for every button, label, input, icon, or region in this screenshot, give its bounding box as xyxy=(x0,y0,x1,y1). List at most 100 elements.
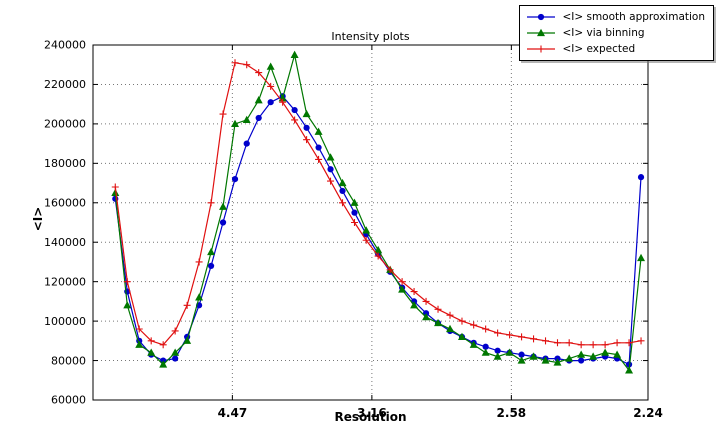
data-point xyxy=(147,348,156,356)
data-point xyxy=(207,199,215,207)
data-point xyxy=(374,252,382,260)
data-point xyxy=(577,341,585,349)
data-point xyxy=(195,293,204,301)
data-point xyxy=(172,355,179,362)
data-point xyxy=(577,350,586,358)
chart-title: Intensity plots xyxy=(331,30,410,43)
data-point xyxy=(529,352,538,360)
data-point xyxy=(578,357,585,364)
data-point xyxy=(339,187,346,195)
data-point xyxy=(637,337,645,345)
data-point xyxy=(231,119,240,127)
data-point xyxy=(171,327,179,335)
data-point xyxy=(243,140,250,147)
legend: <I> smooth approximation <I> via binning… xyxy=(519,5,714,61)
data-point xyxy=(494,329,502,337)
data-point xyxy=(219,110,227,118)
legend-marker-triangle-icon xyxy=(527,28,556,37)
series-line xyxy=(114,95,642,366)
data-point xyxy=(625,366,634,374)
data-point xyxy=(530,335,538,343)
data-point xyxy=(303,124,310,131)
data-point xyxy=(171,348,180,356)
data-point xyxy=(625,339,633,347)
y-tick-label: 160000 xyxy=(44,197,86,210)
data-point xyxy=(183,336,192,344)
legend-item: <I> smooth approximation xyxy=(525,9,705,25)
data-point xyxy=(135,325,143,333)
data-point xyxy=(242,115,251,124)
data-point xyxy=(111,183,119,191)
gridlines xyxy=(93,45,648,400)
data-point xyxy=(111,188,120,197)
y-tick-label: 100000 xyxy=(44,315,86,328)
data-point xyxy=(303,136,311,144)
data-point xyxy=(565,339,573,347)
data-point xyxy=(350,219,358,226)
data-point xyxy=(315,144,322,151)
data-point xyxy=(123,301,132,309)
data-point xyxy=(255,114,262,122)
data-point xyxy=(446,311,454,319)
data-point xyxy=(279,98,287,106)
x-tick-label: 4.47 xyxy=(218,406,248,420)
data-point xyxy=(159,341,167,349)
data-point xyxy=(255,69,263,77)
x-tick-label: 2.58 xyxy=(497,406,527,420)
data-point xyxy=(338,178,347,187)
data-point xyxy=(267,82,275,90)
legend-item: <I> via binning xyxy=(525,25,705,41)
data-point xyxy=(517,356,526,364)
data-point xyxy=(565,354,574,362)
y-tick-label: 120000 xyxy=(44,275,86,288)
data-point xyxy=(291,106,298,114)
data-point xyxy=(470,321,478,329)
data-point xyxy=(266,62,275,70)
legend-label: <I> via binning xyxy=(562,27,645,39)
data-point xyxy=(505,348,514,356)
data-point xyxy=(243,61,251,69)
data-point xyxy=(613,350,622,358)
data-point xyxy=(482,343,489,350)
data-point xyxy=(601,348,610,356)
series-line xyxy=(114,62,642,346)
x-tick-label: 2.24 xyxy=(633,406,663,420)
data-point xyxy=(195,258,203,266)
data-point xyxy=(219,219,227,226)
data-point xyxy=(350,198,359,206)
data-point xyxy=(542,337,550,345)
y-tick-label: 180000 xyxy=(44,157,86,170)
data-point xyxy=(326,153,335,161)
data-point xyxy=(302,109,311,118)
legend-label: <I> expected xyxy=(562,43,636,55)
data-point xyxy=(254,96,263,104)
data-point xyxy=(434,305,442,313)
data-point xyxy=(267,99,274,106)
data-point xyxy=(613,339,621,347)
data-point xyxy=(625,361,633,368)
data-point xyxy=(434,318,443,327)
y-tick-label: 60000 xyxy=(51,394,86,407)
data-point xyxy=(327,177,335,185)
data-point xyxy=(183,301,191,309)
data-point xyxy=(386,266,394,274)
legend-marker-plus-icon xyxy=(527,45,556,53)
series-triangle xyxy=(111,50,646,374)
data-point xyxy=(362,226,371,234)
data-point xyxy=(601,341,609,349)
data-point xyxy=(291,116,299,124)
data-point xyxy=(493,352,502,360)
data-point xyxy=(553,358,562,366)
data-point xyxy=(446,324,455,333)
data-point xyxy=(207,247,216,256)
data-point xyxy=(506,331,514,339)
data-point xyxy=(553,339,561,347)
data-point xyxy=(362,236,370,244)
data-point xyxy=(231,59,239,67)
data-point xyxy=(469,340,478,348)
data-point xyxy=(314,127,323,135)
legend-item: <I> expected xyxy=(525,41,705,57)
data-point xyxy=(518,333,526,341)
data-point xyxy=(339,199,347,207)
